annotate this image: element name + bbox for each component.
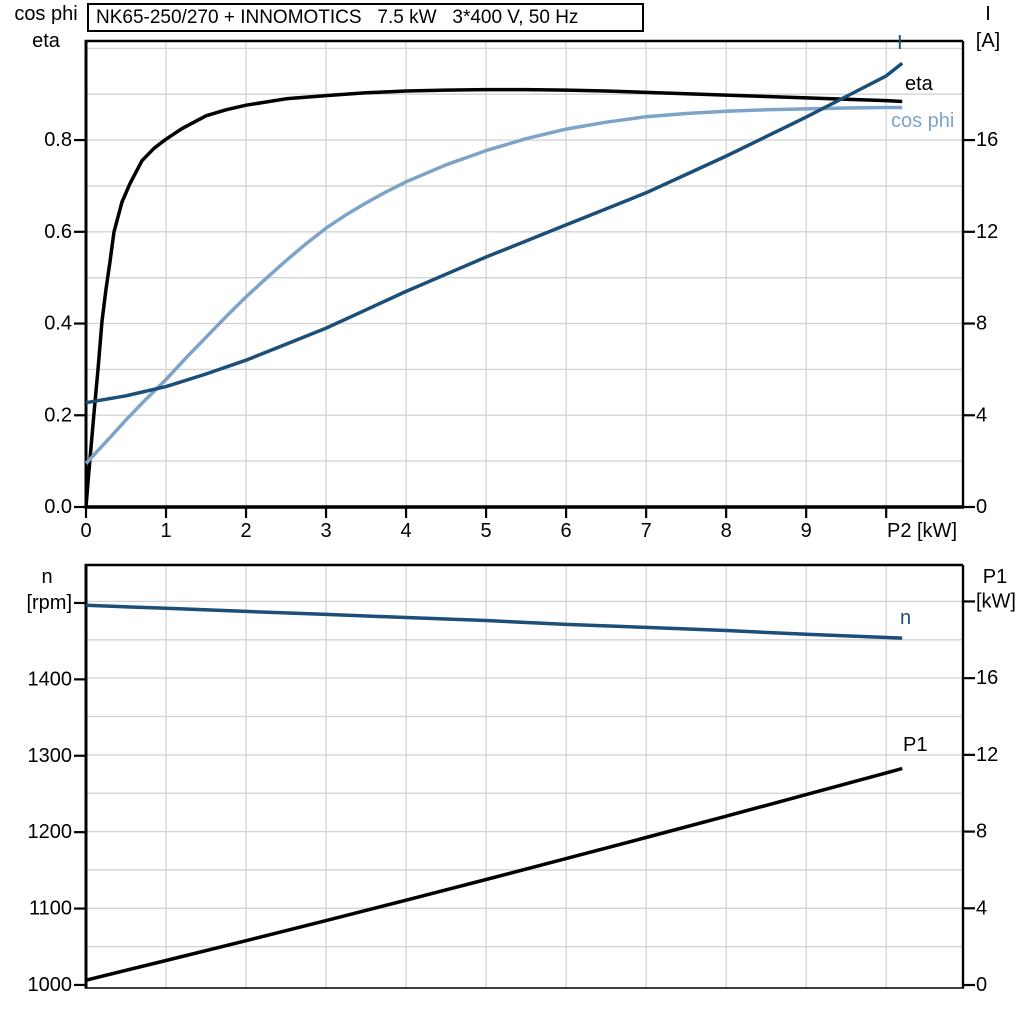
left-axis-tick-label: 1400: [28, 668, 73, 690]
x-axis-tick-label: 0: [80, 520, 91, 542]
left-axis-tick-label: 0.4: [44, 313, 72, 335]
left-axis-tick-label: 1300: [28, 745, 73, 767]
left-axis-tick-label: 0.6: [44, 221, 72, 243]
x-axis-tick-label: 5: [481, 520, 492, 542]
x-axis-tick-label: 9: [801, 520, 812, 542]
series-speed-curve: [85, 603, 903, 640]
x-axis-tick-label: 3: [320, 520, 331, 542]
series-input-power-label: P1: [903, 734, 927, 756]
x-axis-tick-label: 4: [401, 520, 412, 542]
right-axis-tick-label: 8: [976, 313, 987, 335]
right-axis-title: P1: [983, 566, 1007, 588]
right-axis-title: [A]: [976, 30, 1000, 52]
series-current-curve: [85, 61, 904, 405]
right-axis-tick-label: 4: [976, 897, 987, 919]
left-axis-tick-label: [rpm]: [26, 592, 72, 614]
right-axis-tick-label: 0: [976, 496, 987, 518]
left-axis-tick-label: 1000: [28, 974, 73, 996]
series-eta-curve: [84, 87, 903, 508]
chart-title-box: NK65-250/270 + INNOMOTICS 7.5 kW 3*400 V…: [87, 3, 644, 32]
right-axis-tick-label: 8: [976, 821, 987, 843]
series-input-power-curve: [85, 766, 903, 982]
left-axis-title: cos phi: [14, 3, 77, 25]
series-cos-phi-label: cos phi: [891, 110, 954, 132]
x-axis-tick-label: 2: [240, 520, 251, 542]
left-axis-tick-label: 0.0: [44, 496, 72, 518]
x-axis-tick-label: 1: [160, 520, 171, 542]
x-axis-tick-label: 6: [561, 520, 572, 542]
left-axis-tick-label: 1100: [29, 898, 72, 920]
left-axis-title: n: [41, 566, 52, 588]
series-current-label: I: [897, 32, 903, 54]
right-axis-title: I: [985, 3, 991, 25]
right-axis-tick-label: 0: [976, 974, 987, 996]
x-axis-tick-label: 7: [641, 520, 652, 542]
left-axis-tick-label: 0.2: [44, 404, 72, 426]
series-eta-label: eta: [905, 73, 934, 95]
series-cos-phi-curve: [84, 105, 903, 465]
right-axis-tick-label: 12: [976, 744, 998, 766]
right-axis-tick-label: 12: [976, 221, 998, 243]
series-speed-label: n: [900, 607, 911, 629]
x-axis-tick-label: 8: [721, 520, 732, 542]
x-axis-unit-label: P2 [kW]: [887, 520, 957, 542]
left-axis-tick-label: 0.8: [44, 129, 72, 151]
right-axis-tick-label: 16: [976, 129, 998, 151]
left-axis-tick-label: 1200: [28, 821, 73, 843]
chart-title: NK65-250/270 + INNOMOTICS 7.5 kW 3*400 V…: [96, 6, 579, 28]
right-axis-tick-label: 16: [976, 667, 998, 689]
right-axis-tick-label: [kW]: [976, 590, 1016, 612]
left-axis-title: eta: [32, 30, 61, 52]
right-axis-tick-label: 4: [976, 404, 987, 426]
